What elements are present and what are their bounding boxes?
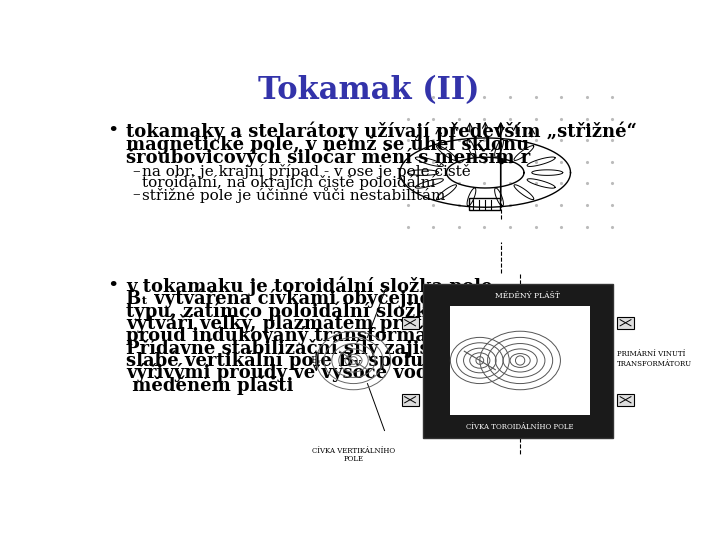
Text: Bₜ vytvářena cívkami obyčejného: Bₜ vytvářena cívkami obyčejného: [127, 289, 456, 308]
Text: magnetické pole, v němž se úhel sklonu: magnetické pole, v němž se úhel sklonu: [127, 135, 530, 154]
Text: výřivými proudy ve vysoce vodivém: výřivými proudy ve vysoce vodivém: [127, 363, 477, 382]
Text: vytváří velký, plazmatem protékající,: vytváří velký, plazmatem protékající,: [127, 314, 495, 333]
FancyBboxPatch shape: [617, 394, 634, 406]
Text: slabé vertikální pole Bᵥ spolu s: slabé vertikální pole Bᵥ spolu s: [127, 350, 440, 370]
Text: –: –: [132, 164, 140, 178]
Text: PRIMÁRNÍ VINUTÍ: PRIMÁRNÍ VINUTÍ: [617, 350, 685, 359]
Text: na obr. je krajní případ - v ose je pole čistě: na obr. je krajní případ - v ose je pole…: [142, 164, 471, 179]
FancyBboxPatch shape: [402, 394, 418, 406]
FancyBboxPatch shape: [617, 316, 634, 329]
Text: v tokamaku je toroidální složka pole: v tokamaku je toroidální složka pole: [127, 276, 493, 296]
FancyBboxPatch shape: [423, 284, 613, 438]
Text: měděném plášti: měděném plášti: [127, 375, 294, 395]
Text: tokamaky a stelarátory užívají především „střižné“: tokamaky a stelarátory užívají především…: [127, 122, 637, 141]
FancyBboxPatch shape: [469, 198, 500, 211]
Text: CÍVKA TOROIDÁLNÍHO POLE: CÍVKA TOROIDÁLNÍHO POLE: [467, 423, 574, 431]
Text: typu, zatímco poloidální složku Bₚ: typu, zatímco poloidální složku Bₚ: [127, 301, 472, 321]
Text: toroidální, na okrajích čistě poloidální: toroidální, na okrajích čistě poloidální: [142, 175, 436, 190]
FancyBboxPatch shape: [451, 306, 590, 415]
Text: –: –: [132, 187, 140, 201]
Text: MĚDĚNÝ PLÁŠŤ: MĚDĚNÝ PLÁŠŤ: [495, 292, 560, 300]
Text: šroubovicových siločar mění s menším r: šroubovicových siločar mění s menším r: [127, 148, 531, 167]
Text: Bᵥ: Bᵥ: [311, 356, 322, 365]
Text: •: •: [107, 276, 119, 294]
FancyBboxPatch shape: [402, 316, 418, 329]
Text: TRANSFORMÁTORU: TRANSFORMÁTORU: [617, 360, 692, 368]
Text: POLE: POLE: [343, 455, 364, 463]
Text: •: •: [107, 122, 119, 140]
Text: střižné pole je účinné vůči nestabilitám: střižné pole je účinné vůči nestabilitám: [142, 187, 445, 203]
Text: Tokamak (II): Tokamak (II): [258, 75, 480, 106]
Text: Přídavné stabilizační síly zajišťuje: Přídavné stabilizační síly zajišťuje: [127, 338, 469, 357]
Text: CÍVKA VERTIKÁLNÍHO: CÍVKA VERTIKÁLNÍHO: [312, 448, 395, 456]
Text: proud indukovaný transformátorem.: proud indukovaný transformátorem.: [127, 326, 494, 346]
